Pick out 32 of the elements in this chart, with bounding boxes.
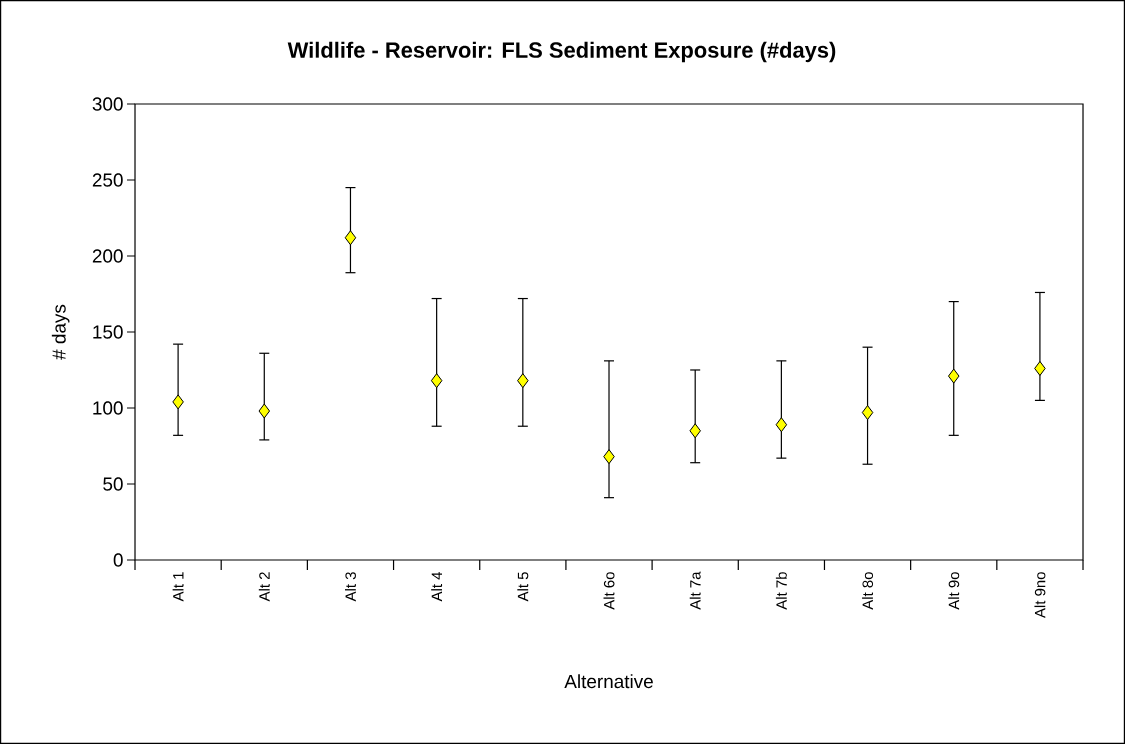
x-tick-label: Alt 1 xyxy=(172,572,184,602)
point xyxy=(344,230,357,246)
point xyxy=(689,423,701,439)
point xyxy=(1034,360,1046,376)
x-tick-label: Alt 7a xyxy=(689,571,701,610)
point xyxy=(430,373,443,389)
chart-title: Wildlife - Reservoir: FLS Sediment Exposure (#days) xyxy=(287,41,836,63)
y-axis-title: # days xyxy=(51,304,70,360)
point xyxy=(517,373,529,389)
x-tick-label: Alt 3 xyxy=(344,572,356,602)
y-tick-label: 200 xyxy=(92,249,123,263)
y-tick-label: 100 xyxy=(93,401,123,415)
x-tick-label: Alt 9no xyxy=(1034,572,1046,618)
x-tick-label: Alt 2 xyxy=(258,572,270,602)
y-tick-label: 150 xyxy=(93,325,123,339)
point xyxy=(775,417,788,433)
y-tick-label: 250 xyxy=(92,173,123,187)
point xyxy=(603,449,615,465)
x-tick-label: Alt 4 xyxy=(431,571,443,602)
x-tick-label: Alt 5 xyxy=(517,572,529,602)
x-tick-label: Alt 9o xyxy=(948,572,960,610)
point xyxy=(258,403,271,419)
x-tick-label: Alt 8o xyxy=(862,572,874,610)
x-tick-label: Alt 6o xyxy=(603,572,615,610)
x-axis-title: Alternative xyxy=(564,674,653,689)
y-tick-label: 50 xyxy=(103,477,123,491)
x-tick-label: Alt 7b xyxy=(775,572,787,610)
point xyxy=(172,394,184,410)
point xyxy=(947,368,960,384)
point xyxy=(861,405,874,421)
y-tick-label: 0 xyxy=(113,553,123,567)
y-tick-label: 300 xyxy=(92,97,123,111)
